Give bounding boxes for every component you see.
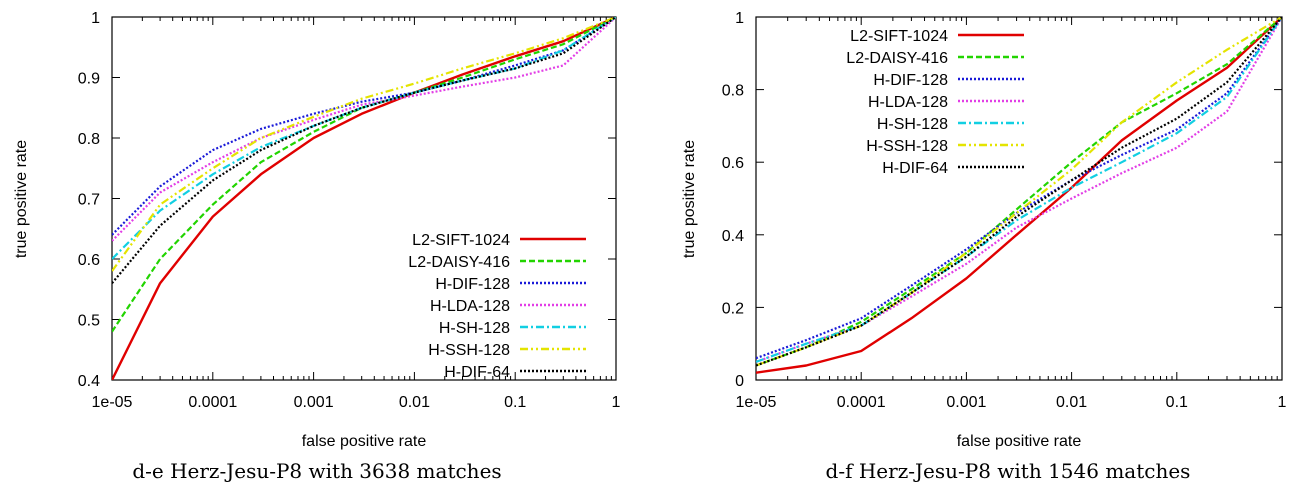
series-line-l2-sift-1024 [112, 17, 616, 380]
y-tick-label: 0.5 [78, 313, 100, 330]
legend-label: H-SSH-128 [428, 342, 510, 359]
x-tick-label: 1e-05 [736, 394, 777, 411]
plot-frame [111, 16, 617, 381]
series-line-h-dif-64 [756, 17, 1282, 367]
x-tick-label: 0.1 [504, 394, 526, 411]
legend-label: H-DIF-128 [435, 276, 510, 293]
y-axis-label: true positive rate [13, 140, 30, 258]
series-line-h-lda-128 [756, 17, 1282, 363]
x-tick-label: 1 [612, 394, 621, 411]
x-tick-label: 0.01 [1056, 394, 1087, 411]
series-line-h-sh-128 [756, 17, 1282, 363]
legend-label: H-DIF-64 [882, 160, 948, 177]
legend-label: L2-DAISY-416 [846, 50, 948, 67]
series-line-l2-sift-1024 [756, 17, 1282, 374]
figure-caption: d-e Herz-Jesu-P8 with 3638 matches [132, 459, 501, 483]
legend-label: L2-SIFT-1024 [412, 232, 510, 249]
series-line-h-dif-128 [756, 17, 1282, 360]
x-axis-label: false positive rate [302, 433, 427, 450]
y-tick-label: 0.9 [78, 71, 100, 88]
legend-label: L2-DAISY-416 [408, 254, 510, 271]
x-tick-label: 1e-05 [92, 394, 133, 411]
plot-frame [755, 16, 1283, 381]
x-tick-label: 0.1 [1166, 394, 1188, 411]
x-axis-label: false positive rate [957, 433, 1082, 450]
y-tick-label: 0.8 [78, 131, 100, 148]
legend-label: H-SSH-128 [866, 138, 948, 155]
y-tick-label: 1 [735, 10, 744, 27]
legend-label: L2-SIFT-1024 [850, 28, 948, 45]
y-tick-label: 0.8 [722, 83, 744, 100]
series-line-l2-daisy-416 [112, 17, 616, 333]
y-tick-label: 1 [91, 10, 100, 27]
y-tick-label: 0 [735, 373, 744, 390]
y-tick-label: 0.2 [722, 300, 744, 317]
y-tick-label: 0.6 [78, 252, 100, 269]
series-line-l2-daisy-416 [756, 17, 1282, 367]
series-line-h-ssh-128 [112, 17, 616, 272]
legend-label: H-DIF-128 [873, 72, 948, 89]
chart-panel-1: 1e-05 0.0001 0.001 0.01 0.1 1 0.4 0.5 0.6 0.7 0.8 0… [13, 10, 621, 483]
y-tick-label: 0.4 [78, 373, 100, 390]
x-tick-label: 0.0001 [188, 394, 237, 411]
series-line-h-sh-128 [112, 17, 616, 260]
x-tick-label: 1 [1278, 394, 1287, 411]
series-line-h-ssh-128 [756, 17, 1282, 367]
legend-label: H-LDA-128 [868, 94, 948, 111]
plot-area [756, 17, 1282, 374]
series-line-h-dif-128 [112, 17, 616, 236]
series-line-h-dif-64 [112, 17, 616, 284]
plot-area [112, 17, 616, 380]
y-axis-label: true positive rate [681, 140, 698, 258]
chart-panel-2: 1e-05 0.0001 0.001 0.01 0.1 1 0 0.2 0.4 0.6 0.8 1 fa… [681, 10, 1287, 483]
legend-label: H-SH-128 [439, 320, 510, 337]
y-tick-label: 0.6 [722, 155, 744, 172]
series-line-h-lda-128 [112, 17, 616, 242]
x-tick-label: 0.001 [946, 394, 986, 411]
legend-label: H-SH-128 [877, 116, 948, 133]
x-tick-label: 0.0001 [837, 394, 886, 411]
x-tick-label: 0.01 [399, 394, 430, 411]
legend-label: H-DIF-64 [444, 364, 510, 381]
figure-caption: d-f Herz-Jesu-P8 with 1546 matches [826, 459, 1191, 483]
legend: L2-SIFT-1024 L2-DAISY-416 H-DIF-128 H-LDA-1… [408, 232, 586, 381]
legend: L2-SIFT-1024 L2-DAISY-416 H-DIF-128 H-LDA-1… [846, 28, 1024, 177]
x-tick-label: 0.001 [294, 394, 334, 411]
y-tick-label: 0.4 [722, 228, 744, 245]
y-tick-label: 0.7 [78, 192, 100, 209]
legend-label: H-LDA-128 [430, 298, 510, 315]
